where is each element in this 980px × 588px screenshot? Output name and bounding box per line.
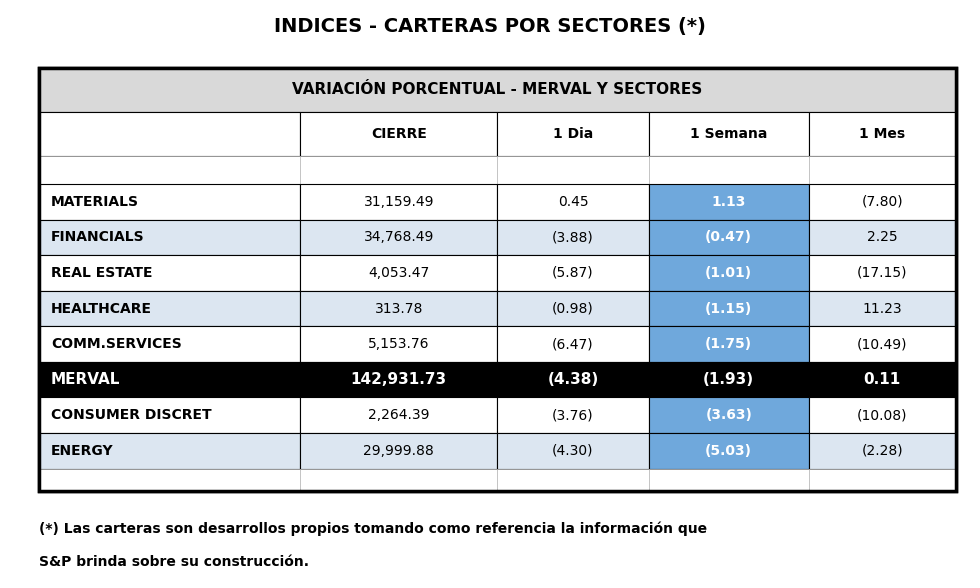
Text: (17.15): (17.15) [857,266,907,280]
Text: 0.11: 0.11 [863,372,901,387]
Text: (4.30): (4.30) [552,444,594,458]
Text: 1.13: 1.13 [711,195,746,209]
Text: (7.80): (7.80) [861,195,903,209]
Text: 2,264.39: 2,264.39 [368,408,429,422]
Text: REAL ESTATE: REAL ESTATE [51,266,153,280]
Text: MATERIALS: MATERIALS [51,195,139,209]
Text: (6.47): (6.47) [552,337,594,351]
Text: (5.87): (5.87) [552,266,594,280]
Text: 34,768.49: 34,768.49 [364,230,434,245]
Text: MERVAL: MERVAL [51,372,121,387]
Text: (1.15): (1.15) [705,302,753,316]
Text: (3.63): (3.63) [706,408,753,422]
Text: COMM.SERVICES: COMM.SERVICES [51,337,181,351]
Text: (10.49): (10.49) [857,337,907,351]
Text: 1 Semana: 1 Semana [690,127,767,141]
Text: 29,999.88: 29,999.88 [364,444,434,458]
Text: (2.28): (2.28) [861,444,903,458]
Text: 11.23: 11.23 [862,302,902,316]
Text: (0.47): (0.47) [706,230,753,245]
Text: 1 Mes: 1 Mes [859,127,906,141]
Text: 31,159.49: 31,159.49 [364,195,434,209]
Text: (3.88): (3.88) [552,230,594,245]
Text: S&P brinda sobre su construcción.: S&P brinda sobre su construcción. [39,554,310,569]
Text: CONSUMER DISCRET: CONSUMER DISCRET [51,408,212,422]
Text: 0.45: 0.45 [558,195,588,209]
Text: INDICES - CARTERAS POR SECTORES (*): INDICES - CARTERAS POR SECTORES (*) [274,17,706,36]
Text: FINANCIALS: FINANCIALS [51,230,145,245]
Text: 142,931.73: 142,931.73 [351,372,447,387]
Text: (3.76): (3.76) [552,408,594,422]
Text: (1.01): (1.01) [706,266,753,280]
Text: HEALTHCARE: HEALTHCARE [51,302,152,316]
Text: (5.03): (5.03) [706,444,753,458]
Text: 4,053.47: 4,053.47 [368,266,429,280]
Text: 1 Dia: 1 Dia [553,127,593,141]
Text: (0.98): (0.98) [552,302,594,316]
Text: 5,153.76: 5,153.76 [368,337,429,351]
Text: (1.93): (1.93) [704,372,755,387]
Text: (10.08): (10.08) [857,408,907,422]
Text: (4.38): (4.38) [547,372,599,387]
Text: VARIACIÓN PORCENTUAL - MERVAL Y SECTORES: VARIACIÓN PORCENTUAL - MERVAL Y SECTORES [292,82,703,97]
Text: (1.75): (1.75) [706,337,753,351]
Text: ENERGY: ENERGY [51,444,114,458]
Text: CIERRE: CIERRE [370,127,426,141]
Text: 313.78: 313.78 [374,302,423,316]
Text: 2.25: 2.25 [867,230,898,245]
Text: (*) Las carteras son desarrollos propios tomando como referencia la información : (*) Las carteras son desarrollos propios… [39,522,708,536]
